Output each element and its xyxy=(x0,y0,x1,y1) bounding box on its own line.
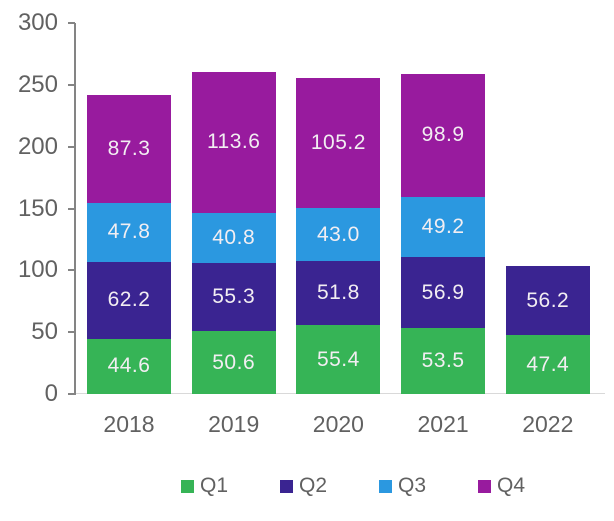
y-axis-tick-label: 250 xyxy=(17,70,58,98)
bar-value-label: 53.5 xyxy=(421,348,465,372)
bar-value-label: 40.8 xyxy=(212,225,256,249)
bar-segment-q4-2018: 87.3 xyxy=(87,94,171,203)
legend-swatch-q2 xyxy=(280,479,294,493)
legend-item-q4: Q4 xyxy=(478,474,526,497)
bar-value-label: 47.8 xyxy=(107,220,151,244)
legend-label-q3: Q3 xyxy=(398,474,427,497)
bar-value-label: 51.8 xyxy=(316,281,360,305)
x-axis-label-2022: 2022 xyxy=(522,411,574,437)
bar-segment-q1-2020: 55.4 xyxy=(296,325,381,394)
y-axis-tick-label: 0 xyxy=(44,380,58,407)
bar-segment-q1-2022: 47.4 xyxy=(505,335,590,394)
y-axis-tick-label: 150 xyxy=(17,194,58,222)
bar-value-label: 62.2 xyxy=(107,288,151,312)
bar-segment-q1-2018: 44.6 xyxy=(87,338,171,394)
legend-item-q1: Q1 xyxy=(181,474,229,497)
bar-value-label: 55.4 xyxy=(316,347,360,371)
y-axis-tick-label: 300 xyxy=(17,9,58,36)
x-axis-label-2018: 2018 xyxy=(103,411,155,437)
bar-segment-q3-2018: 47.8 xyxy=(87,202,171,262)
bar-segment-q3-2020: 43.0 xyxy=(296,208,381,262)
y-axis-tick-mark xyxy=(68,83,75,86)
bar-value-label: 105.2 xyxy=(310,131,366,155)
bar-value-label: 44.6 xyxy=(107,354,151,378)
bar-segment-q2-2021: 56.9 xyxy=(401,257,486,328)
bar-value-label: 98.9 xyxy=(421,123,465,147)
legend-swatch-q4 xyxy=(478,479,492,493)
bar-value-label: 87.3 xyxy=(107,136,151,160)
y-axis-tick-label: 200 xyxy=(17,132,58,160)
bar-value-label: 55.3 xyxy=(212,285,256,309)
legend-swatch-q1 xyxy=(181,479,194,493)
legend-item-q2: Q2 xyxy=(280,474,328,497)
y-axis-tick-mark xyxy=(68,22,75,24)
legend-label-q1: Q1 xyxy=(200,474,229,497)
x-axis-label-2020: 2020 xyxy=(312,411,364,437)
bar-segment-q2-2018: 62.2 xyxy=(87,261,171,339)
bar-value-label: 49.2 xyxy=(421,215,465,239)
legend: Q1 Q2 Q3 Q4 xyxy=(181,474,526,497)
y-axis-tick-mark xyxy=(68,269,75,272)
bar-value-label: 56.9 xyxy=(421,280,465,304)
bar-segment-q3-2021: 49.2 xyxy=(401,196,486,258)
bar-value-label: 113.6 xyxy=(206,130,261,154)
y-axis-tick-label: 50 xyxy=(31,318,58,346)
y-axis-tick-mark xyxy=(68,331,75,334)
y-axis-line xyxy=(74,23,76,395)
bar-value-label: 47.4 xyxy=(526,352,570,376)
bar-segment-q2-2020: 51.8 xyxy=(296,261,381,326)
y-axis-tick-label: 100 xyxy=(17,256,58,284)
bar-segment-q1-2021: 53.5 xyxy=(401,327,486,394)
bar-segment-q2-2019: 55.3 xyxy=(191,263,276,332)
bar-segment-q4-2019: 113.6 xyxy=(191,72,276,213)
legend-swatch-q3 xyxy=(379,479,393,493)
y-axis-tick-mark xyxy=(68,207,75,210)
x-axis-label-2019: 2019 xyxy=(208,411,260,437)
bar-value-label: 50.6 xyxy=(212,350,256,374)
bar-segment-q1-2019: 50.6 xyxy=(191,331,276,394)
bar-segment-q4-2021: 98.9 xyxy=(401,74,486,197)
legend-label-q4: Q4 xyxy=(497,474,526,497)
legend-label-q2: Q2 xyxy=(299,474,328,497)
x-axis-label-2021: 2021 xyxy=(417,411,469,437)
bar-value-label: 56.2 xyxy=(526,288,570,312)
y-axis-tick-mark xyxy=(68,145,75,148)
bar-value-label: 43.0 xyxy=(316,222,360,246)
legend-item-q3: Q3 xyxy=(379,474,427,497)
bar-segment-q2-2022: 56.2 xyxy=(505,265,590,336)
bar-segment-q3-2019: 40.8 xyxy=(191,212,276,264)
bar-segment-q4-2020: 105.2 xyxy=(296,78,381,209)
y-axis-tick-mark xyxy=(68,393,75,395)
